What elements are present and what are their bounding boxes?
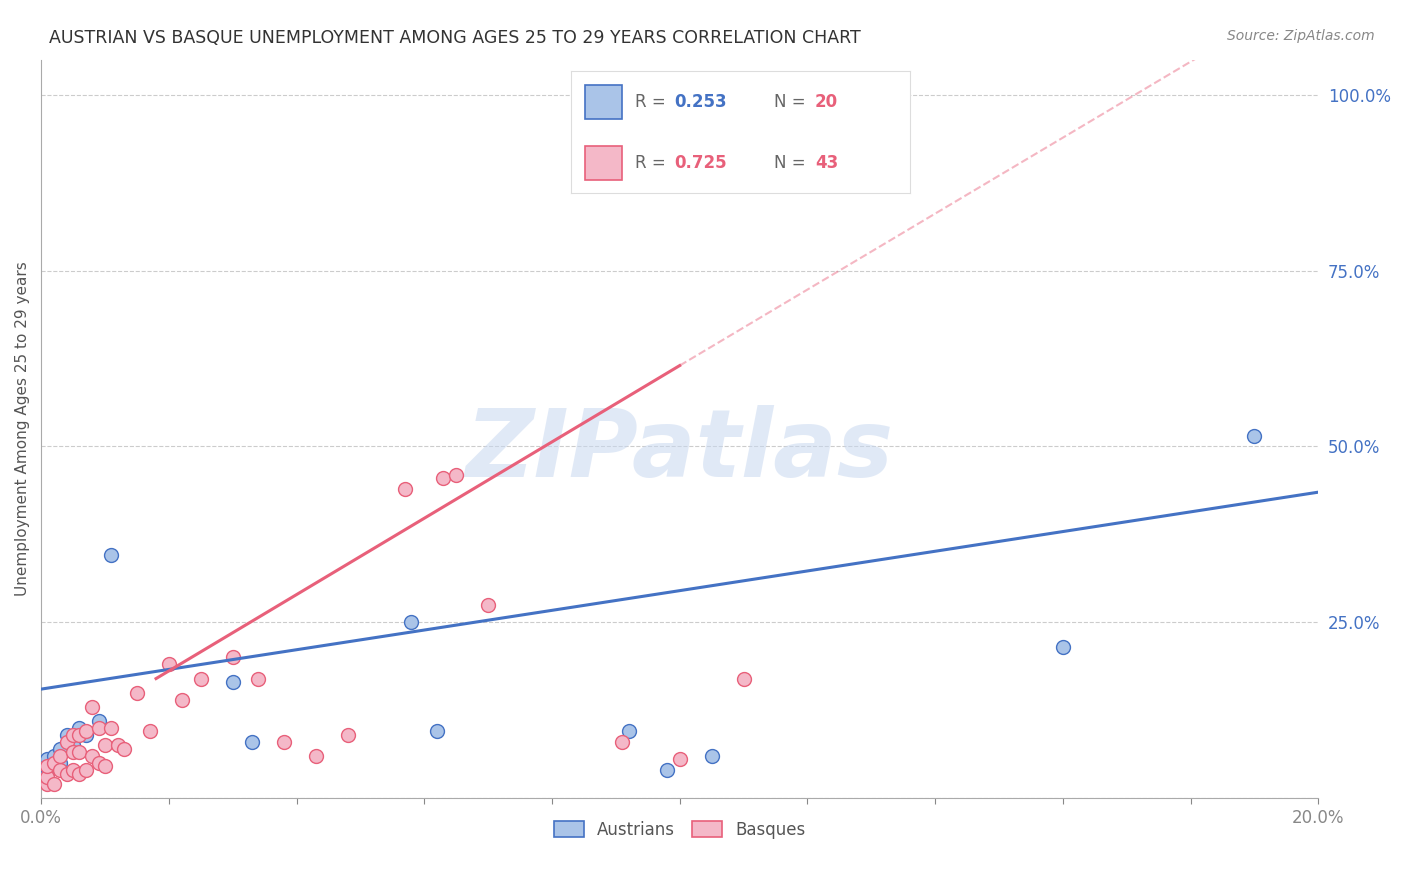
- Point: [221, 675, 243, 690]
- Point: [62, 728, 84, 742]
- Point: [42, 756, 65, 770]
- Point: [67, 766, 90, 780]
- Point: [87, 714, 110, 728]
- Point: [125, 685, 148, 699]
- Point: [62, 763, 84, 777]
- Point: [477, 598, 499, 612]
- Point: [733, 672, 755, 686]
- Point: [37, 770, 59, 784]
- Point: [394, 482, 416, 496]
- Point: [67, 728, 90, 742]
- Point: [100, 721, 122, 735]
- Point: [37, 766, 59, 780]
- Point: [42, 748, 65, 763]
- Point: [401, 615, 423, 630]
- Text: AUSTRIAN VS BASQUE UNEMPLOYMENT AMONG AGES 25 TO 29 YEARS CORRELATION CHART: AUSTRIAN VS BASQUE UNEMPLOYMENT AMONG AG…: [49, 29, 860, 46]
- Point: [94, 739, 117, 753]
- Point: [87, 721, 110, 735]
- Point: [67, 746, 90, 760]
- Text: Source: ZipAtlas.com: Source: ZipAtlas.com: [1227, 29, 1375, 43]
- Point: [55, 728, 77, 742]
- Point: [75, 763, 97, 777]
- Point: [1243, 429, 1265, 443]
- Point: [37, 752, 59, 766]
- Point: [617, 724, 640, 739]
- Point: [170, 692, 193, 706]
- Point: [240, 735, 263, 749]
- Legend: Austrians, Basques: Austrians, Basques: [547, 814, 813, 846]
- Point: [305, 748, 328, 763]
- Point: [94, 759, 117, 773]
- Point: [190, 672, 212, 686]
- Point: [107, 739, 129, 753]
- Point: [247, 672, 270, 686]
- Point: [75, 724, 97, 739]
- Point: [55, 766, 77, 780]
- Point: [42, 777, 65, 791]
- Point: [273, 735, 295, 749]
- Y-axis label: Unemployment Among Ages 25 to 29 years: Unemployment Among Ages 25 to 29 years: [15, 261, 30, 596]
- Point: [444, 467, 467, 482]
- Point: [55, 735, 77, 749]
- Point: [75, 728, 97, 742]
- Point: [49, 756, 72, 770]
- Point: [700, 748, 723, 763]
- Point: [655, 763, 678, 777]
- Text: ZIPatlas: ZIPatlas: [465, 405, 894, 497]
- Point: [138, 724, 160, 739]
- Point: [37, 777, 59, 791]
- Point: [100, 549, 122, 563]
- Point: [82, 699, 104, 714]
- Point: [612, 735, 634, 749]
- Point: [49, 742, 72, 756]
- Point: [62, 746, 84, 760]
- Point: [336, 728, 359, 742]
- Point: [221, 650, 243, 665]
- Point: [87, 756, 110, 770]
- Point: [82, 748, 104, 763]
- Point: [157, 657, 180, 672]
- Point: [67, 721, 90, 735]
- Point: [668, 752, 690, 766]
- Point: [112, 742, 135, 756]
- Point: [1052, 640, 1074, 654]
- Point: [62, 739, 84, 753]
- Point: [49, 763, 72, 777]
- Point: [432, 471, 454, 485]
- Point: [426, 724, 449, 739]
- Point: [49, 748, 72, 763]
- Point: [37, 759, 59, 773]
